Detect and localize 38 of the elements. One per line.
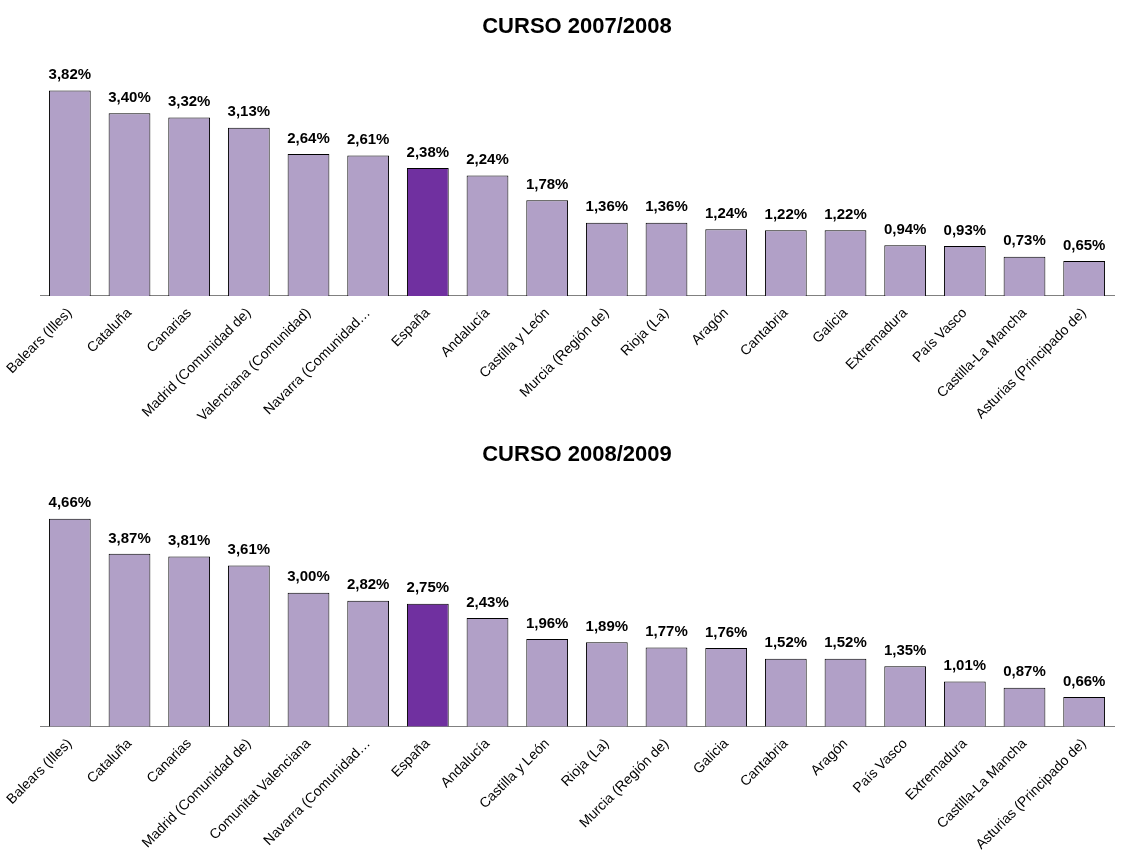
data-label: 1,77%	[645, 622, 688, 640]
data-label: 3,00%	[287, 567, 330, 585]
data-label: 2,24%	[466, 150, 509, 168]
data-label: 3,61%	[227, 540, 271, 558]
data-label: 2,38%	[406, 142, 450, 160]
data-label: 0,94%	[883, 220, 927, 238]
data-label: 1,22%	[764, 204, 808, 222]
data-label: 2,75%	[406, 578, 450, 596]
data-label: 2,64%	[287, 128, 330, 146]
data-label: 1,35%	[883, 640, 927, 658]
data-label: 1,22%	[824, 204, 867, 222]
data-label: 0,65%	[1062, 235, 1106, 253]
data-label: 1,89%	[585, 616, 629, 634]
data-label: 0,73%	[1003, 231, 1046, 249]
data-label: 1,76%	[704, 622, 748, 640]
data-label: 1,52%	[764, 633, 808, 651]
data-label: 1,24%	[704, 203, 748, 221]
data-label: 0,87%	[1003, 662, 1046, 680]
data-label: 3,13%	[227, 102, 271, 120]
data-label: 1,96%	[525, 613, 569, 631]
data-label: 2,43%	[466, 592, 509, 610]
data-label: 3,40%	[108, 87, 151, 105]
data-label: 2,61%	[346, 130, 390, 148]
chart-title: CURSO 2008/2009	[482, 441, 672, 467]
data-label: 2,82%	[346, 575, 390, 593]
data-label: 3,82%	[48, 65, 92, 83]
data-label: 3,81%	[167, 531, 211, 549]
data-label: 1,36%	[585, 197, 629, 215]
data-label: 0,66%	[1062, 671, 1106, 689]
data-label: 1,36%	[645, 197, 688, 215]
data-label: 1,78%	[525, 174, 569, 192]
data-label: 3,32%	[167, 92, 211, 110]
data-label: 4,66%	[48, 493, 92, 511]
data-label: 1,52%	[824, 633, 867, 651]
data-label: 1,01%	[943, 656, 987, 674]
chart-title: CURSO 2007/2008	[482, 13, 672, 39]
data-label: 0,93%	[943, 220, 987, 238]
data-label: 3,87%	[108, 528, 151, 546]
